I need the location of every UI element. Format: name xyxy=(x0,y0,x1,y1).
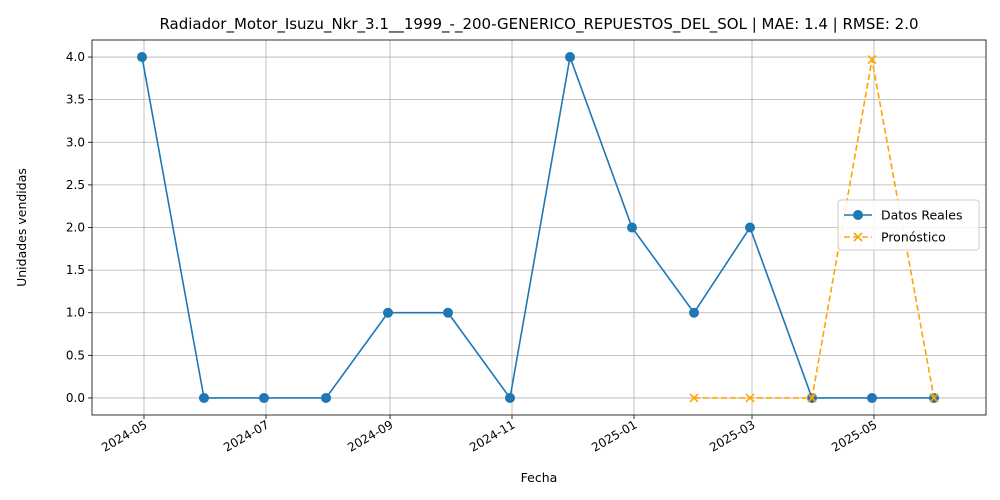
data-point xyxy=(321,392,331,403)
chart-title: Radiador_Motor_Isuzu_Nkr_3.1__1999_-_200… xyxy=(159,15,918,34)
y-tick-label: 2.5 xyxy=(66,178,85,192)
data-point xyxy=(505,392,515,403)
data-point xyxy=(259,392,269,403)
data-point xyxy=(627,222,637,233)
y-tick-label: 3.0 xyxy=(66,135,85,149)
data-point xyxy=(853,232,863,242)
data-point xyxy=(443,307,453,318)
legend-entry: Pronóstico xyxy=(844,230,946,245)
y-tick-label: 0.5 xyxy=(66,348,85,362)
x-tick-label: 2024-11 xyxy=(467,417,517,454)
legend-entry: Datos Reales xyxy=(844,208,962,223)
data-point xyxy=(745,393,755,403)
legend-label: Pronóstico xyxy=(881,230,946,245)
series-line xyxy=(141,53,934,400)
data-point xyxy=(807,393,817,403)
y-tick-label: 0.0 xyxy=(66,391,85,405)
y-tick-label: 2.0 xyxy=(66,221,85,235)
x-tick-label: 2024-05 xyxy=(99,417,149,454)
data-point xyxy=(383,307,393,318)
series-layer xyxy=(137,52,939,403)
grid xyxy=(92,40,986,415)
x-axis-label: Fecha xyxy=(521,470,558,485)
y-tick-label: 3.5 xyxy=(66,93,85,107)
y-tick-label: 1.0 xyxy=(66,306,85,320)
data-point xyxy=(867,55,877,65)
data-point xyxy=(565,52,575,63)
y-axis-label: Unidades vendidas xyxy=(14,168,29,287)
x-tick-label: 2024-07 xyxy=(221,417,271,454)
legend-label: Datos Reales xyxy=(881,208,962,223)
x-tick-label: 2025-03 xyxy=(707,417,757,454)
data-point xyxy=(137,52,147,63)
data-point xyxy=(689,307,699,318)
data-point xyxy=(745,222,755,233)
y-tick-label: 4.0 xyxy=(66,50,85,64)
legend: Datos Reales Pronóstico xyxy=(837,199,980,251)
data-point xyxy=(199,392,209,403)
x-tick-label: 2024-09 xyxy=(345,417,395,454)
data-point xyxy=(689,393,699,403)
data-point xyxy=(867,392,877,403)
ticks: 2024-05 2024-07 2024-09 2024-11 2025-01 2025-… xyxy=(66,50,880,455)
x-tick-label: 2025-01 xyxy=(589,417,639,454)
data-point xyxy=(929,393,939,403)
series-forecast xyxy=(689,55,939,403)
y-tick-label: 1.5 xyxy=(66,263,85,277)
data-point xyxy=(853,210,863,220)
legend-box xyxy=(837,199,980,251)
x-tick-label: 2025-05 xyxy=(829,417,879,454)
